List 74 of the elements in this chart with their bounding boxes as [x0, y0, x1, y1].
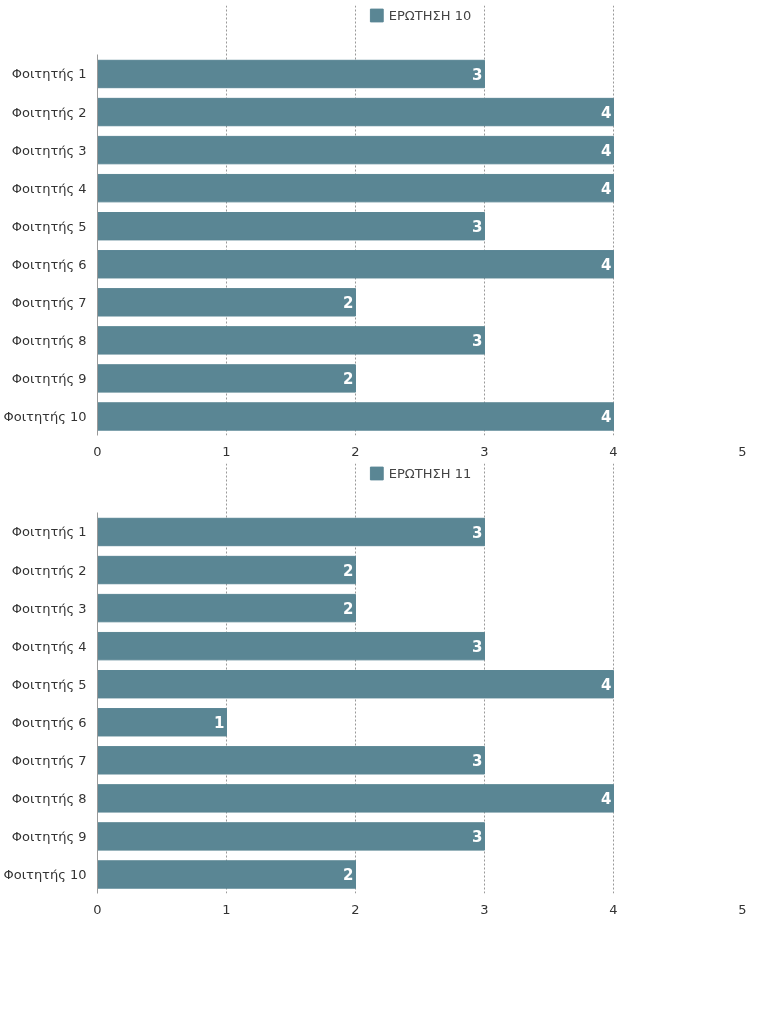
x-tick-label: 5 [738, 901, 747, 917]
data-label: 4 [601, 790, 612, 809]
y-tick-label: Φοιτητής 6 [11, 256, 87, 272]
x-tick-label: 4 [609, 901, 618, 917]
bar [97, 517, 485, 547]
y-tick-label: Φοιτητής 3 [11, 600, 87, 616]
bar [97, 402, 614, 431]
bar [97, 173, 614, 203]
x-tick-label: 3 [480, 443, 489, 459]
data-label: 3 [472, 218, 483, 237]
bar [97, 784, 614, 813]
data-label: 2 [343, 294, 354, 313]
y-tick-label: Φοιτητής 8 [11, 332, 87, 348]
bar [97, 631, 485, 661]
bar [97, 288, 356, 317]
bar [97, 708, 227, 737]
y-tick-label: Φοιτητής 6 [11, 714, 87, 730]
y-tick-label: Φοιτητής 2 [11, 104, 87, 120]
data-label: 4 [601, 142, 612, 161]
y-tick-label: Φοιτητής 4 [11, 180, 87, 196]
bar [97, 746, 485, 775]
y-tick-label: Φοιτητής 5 [11, 676, 87, 692]
data-label: 3 [472, 524, 483, 542]
data-label: 2 [343, 370, 354, 389]
y-tick-label: Φοιτητής 10 [3, 408, 87, 424]
x-tick-label: 0 [93, 443, 102, 459]
bar [97, 135, 614, 165]
data-label: 4 [601, 256, 612, 275]
y-tick-label: Φοιτητής 1 [11, 66, 87, 82]
data-label: 2 [343, 866, 354, 885]
x-tick-label: 1 [222, 443, 231, 459]
bar [97, 97, 614, 127]
data-label: 4 [601, 676, 612, 695]
y-tick-label: Φοιτητής 8 [11, 790, 87, 806]
x-tick-label: 3 [480, 901, 489, 917]
y-tick-label: Φοιτητής 2 [11, 562, 87, 578]
y-tick-label: Φοιτητής 5 [11, 218, 87, 234]
y-tick-label: Φοιτητής 7 [11, 752, 87, 768]
x-tick-label: 2 [351, 901, 360, 917]
bar [97, 555, 356, 585]
data-label: 3 [472, 638, 483, 657]
data-label: 4 [601, 408, 612, 427]
x-tick-label: 1 [222, 901, 231, 917]
y-tick-label: Φοιτητής 3 [11, 142, 87, 158]
bar [97, 860, 356, 889]
y-tick-label: Φοιτητής 7 [11, 294, 87, 310]
bar [97, 593, 356, 623]
data-label: 4 [601, 104, 612, 123]
y-tick-label: Φοιτητής 9 [11, 828, 87, 844]
y-tick-label: Φοιτητής 1 [11, 524, 87, 540]
bar [97, 250, 614, 279]
legend-label: ΕΡΩΤΗΣΗ 10 [388, 7, 472, 23]
bar [97, 212, 485, 241]
x-tick-label: 4 [609, 443, 618, 459]
bar [97, 59, 485, 89]
data-label: 2 [343, 600, 354, 619]
x-tick-label: 2 [351, 443, 360, 459]
x-tick-label: 0 [93, 901, 102, 917]
data-label: 3 [472, 752, 483, 771]
x-tick-label: 5 [738, 443, 747, 459]
y-tick-label: Φοιτητής 10 [3, 866, 87, 882]
bar [97, 364, 356, 393]
bar [97, 822, 485, 851]
data-label: 3 [472, 66, 483, 84]
data-label: 3 [472, 828, 483, 847]
y-tick-label: Φοιτητής 9 [11, 370, 87, 386]
y-tick-label: Φοιτητής 4 [11, 638, 87, 654]
legend-label: ΕΡΩΤΗΣΗ 11 [388, 465, 472, 481]
data-label: 4 [601, 180, 612, 199]
bar [97, 326, 485, 355]
bar [97, 670, 614, 699]
data-label: 2 [343, 562, 354, 581]
data-label: 1 [214, 714, 225, 733]
data-label: 3 [472, 332, 483, 351]
